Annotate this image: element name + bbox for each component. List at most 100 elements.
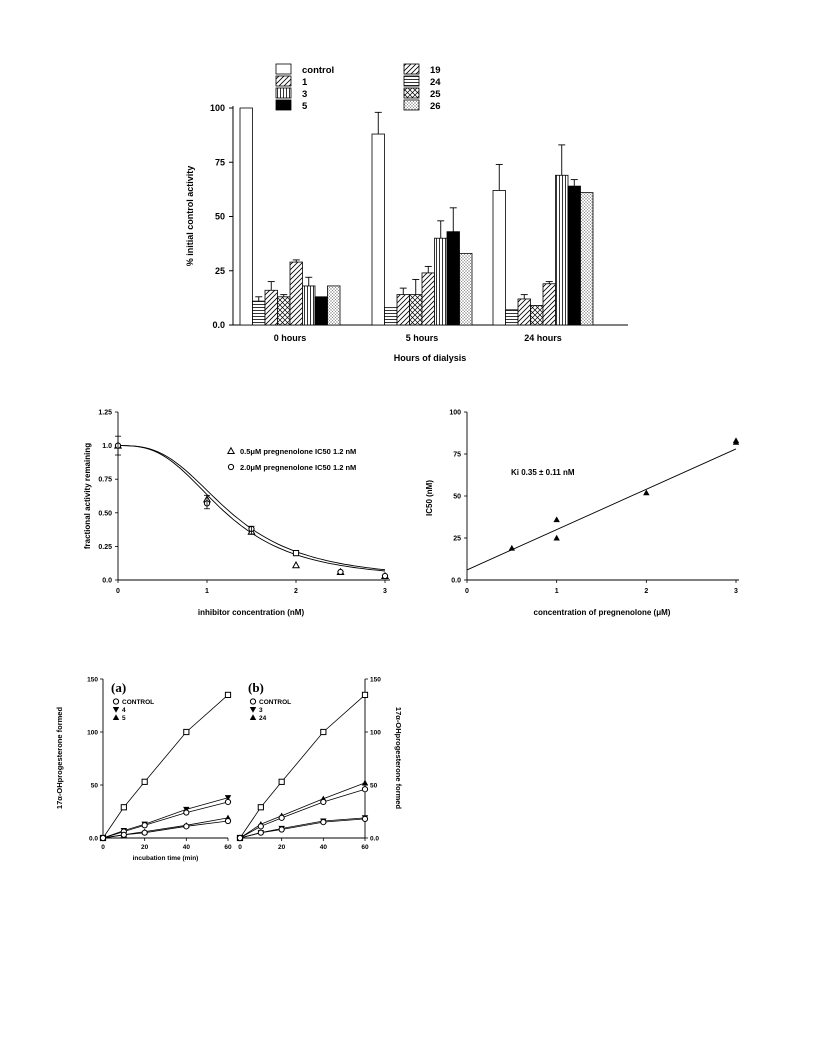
tc-point — [361, 779, 369, 786]
tc-y-tick-label: 150 — [370, 677, 381, 684]
tc-point — [320, 819, 327, 826]
ki-point — [643, 489, 650, 496]
bar-x-axis-label: Hours of dialysis — [394, 353, 467, 363]
dr-point — [292, 550, 300, 557]
tc-point — [320, 798, 327, 806]
bar — [517, 298, 531, 326]
dr-point — [381, 572, 389, 580]
tc-point — [120, 804, 127, 811]
dr-x-axis-label: inhibitor concentration (nM) — [198, 608, 305, 617]
dr-x-tick-label: 1 — [205, 588, 209, 595]
legend-swatch — [275, 63, 292, 75]
ki-x-tick-label: 2 — [644, 588, 648, 595]
bar — [302, 285, 316, 326]
legend-label: 25 — [430, 89, 441, 100]
ki-x-tick-label: 1 — [555, 588, 559, 595]
tc-point — [99, 834, 107, 842]
tc-x-tick-label: 40 — [320, 844, 328, 851]
bar-y-tick-label: 25 — [215, 266, 225, 276]
bar-y-axis-label: % initial control activity — [185, 166, 195, 267]
tc-point — [224, 795, 232, 801]
tc-x-tick-label: 0 — [101, 844, 105, 851]
tc-point — [257, 823, 264, 830]
tc-x-tick-label: 0 — [238, 844, 242, 851]
ki-y-tick-label: 100 — [449, 410, 461, 417]
bar — [434, 237, 448, 326]
legend-swatch — [275, 75, 292, 87]
tc-legend-label: CONTROL — [122, 699, 154, 706]
tc-y-tick-label: 150 — [87, 677, 98, 684]
bar — [252, 300, 266, 326]
bar-y-tick-label: 0.0 — [212, 320, 225, 330]
bar — [371, 133, 385, 326]
bar — [492, 190, 506, 326]
bar — [446, 231, 460, 326]
dr-y-tick-label: 0.25 — [98, 544, 112, 551]
bar — [314, 296, 328, 326]
bar — [580, 192, 594, 326]
bar — [542, 283, 556, 326]
dr-point — [337, 568, 344, 576]
legend-label: 26 — [430, 101, 441, 112]
bar-group-label: 24 hours — [524, 333, 562, 343]
tc-point — [224, 817, 232, 825]
tc-legend-label: 5 — [122, 715, 126, 722]
dr-point — [291, 560, 301, 569]
tc-point — [183, 809, 190, 816]
bar — [530, 305, 544, 326]
bar — [505, 309, 519, 326]
bar — [567, 185, 581, 326]
tc-point — [278, 814, 285, 821]
legend-swatch — [275, 87, 292, 99]
tc-point — [141, 829, 148, 836]
dr-legend-label: 2.0μM pregnenolone IC50 1.2 nM — [240, 463, 356, 472]
tc-panel-label: (a) — [111, 680, 126, 695]
legend-swatch — [403, 63, 420, 75]
dr-y-tick-label: 1.25 — [98, 410, 112, 417]
tc-point — [224, 798, 232, 806]
legend-swatch — [403, 99, 420, 111]
ki-y-axis-label: IC50 (nM) — [425, 480, 434, 516]
ki-point — [732, 437, 740, 444]
ki-y-tick-label: 75 — [453, 452, 461, 459]
ki-y-tick-label: 25 — [453, 536, 461, 543]
tc-x-tick-label: 60 — [361, 844, 369, 851]
ki-y-tick-label: 0.0 — [451, 578, 461, 585]
dr-x-tick-label: 2 — [294, 588, 298, 595]
tc-legend-marker — [112, 698, 120, 705]
bar — [421, 272, 435, 326]
bar — [327, 285, 341, 326]
tc-point — [278, 778, 285, 785]
tc-point — [320, 728, 327, 736]
tc-legend-marker — [249, 714, 257, 721]
tc-y-tick-label: 100 — [87, 730, 98, 737]
tc-point — [278, 826, 285, 833]
dr-y-tick-label: 0.75 — [98, 477, 112, 484]
legend-label: 24 — [430, 77, 441, 88]
tc-legend-marker — [249, 698, 257, 705]
dr-legend-label: 0.5μM pregnenolone IC50 1.2 nM — [240, 447, 356, 456]
tc-y-tick-label: 50 — [370, 783, 378, 790]
bar — [396, 294, 410, 326]
bar — [459, 252, 473, 326]
legend-label: 3 — [302, 89, 307, 100]
ki-x-tick-label: 3 — [734, 588, 738, 595]
dr-y-tick-label: 1.0 — [102, 443, 112, 450]
tc-x-tick-label: 60 — [224, 844, 232, 851]
tc-y-axis-label: 17α-OHprogesterone formed — [394, 707, 403, 810]
tc-point — [361, 691, 369, 698]
dr-x-tick-label: 3 — [383, 588, 387, 595]
bar-y-tick-label: 100 — [210, 103, 225, 113]
bar — [409, 294, 423, 326]
tc-point — [361, 786, 369, 793]
legend-label: 5 — [302, 101, 308, 112]
tc-point — [257, 829, 264, 836]
tc-legend-label: 4 — [122, 707, 126, 714]
legend-swatch — [403, 75, 420, 87]
tc-y-tick-label: 100 — [370, 730, 381, 737]
ki-point — [553, 516, 560, 523]
tc-x-tick-label: 20 — [278, 844, 286, 851]
bar — [289, 261, 303, 326]
tc-point — [183, 728, 190, 736]
